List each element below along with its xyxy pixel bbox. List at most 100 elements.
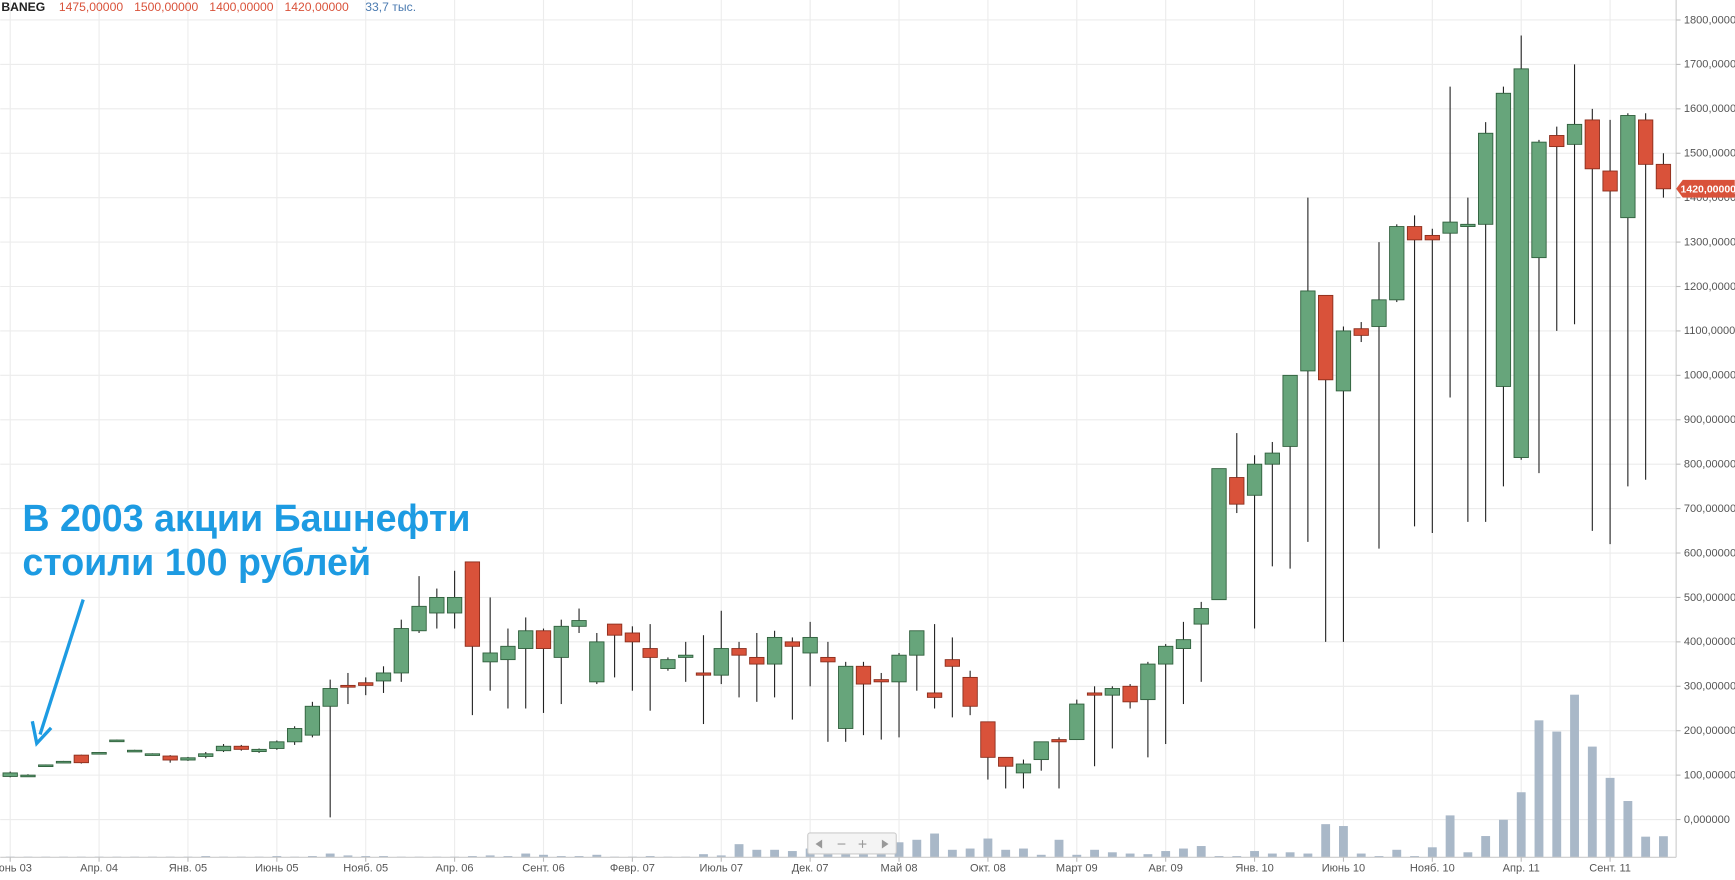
volume-bar — [1001, 849, 1011, 858]
header-low: 1400,00000 — [209, 0, 273, 14]
x-tick-label: Апр. 06 — [436, 863, 474, 875]
volume-bar — [1552, 731, 1562, 858]
volume-bar — [503, 856, 513, 858]
candle-body — [1033, 741, 1049, 761]
candle-body — [38, 764, 54, 768]
y-tick-label: 900,000000 — [1684, 414, 1735, 426]
volume-bar — [521, 853, 531, 858]
candle-body — [1389, 226, 1405, 301]
x-tick-label: Дек. 07 — [792, 863, 829, 875]
candle-body — [1424, 234, 1440, 241]
y-tick-label: 500,000000 — [1684, 592, 1735, 604]
candle-body — [55, 760, 72, 764]
candle-body — [1051, 739, 1067, 743]
nav-left[interactable] — [815, 839, 823, 849]
x-tick-label: Май 08 — [881, 863, 918, 875]
volume-bar — [1570, 694, 1579, 858]
volume-bar — [1267, 853, 1277, 858]
candle-body — [500, 645, 516, 661]
x-tick-label: Февр. 07 — [610, 863, 655, 875]
candle-body — [1406, 226, 1423, 241]
volume-bar — [592, 854, 602, 858]
x-tick-label: Июль 07 — [699, 863, 743, 875]
last-price-label: 1420,00000 — [1681, 184, 1735, 196]
volume-bar — [1054, 839, 1064, 858]
candle-body — [144, 753, 161, 756]
candle-body — [20, 774, 36, 778]
last-price-tag — [1676, 179, 1735, 198]
candle-body — [1086, 692, 1103, 696]
volume-bar — [1427, 847, 1437, 858]
candle-body — [198, 753, 214, 757]
candle-body — [962, 676, 978, 707]
candle-body — [731, 648, 747, 656]
candle-body — [162, 755, 178, 761]
candle-body — [1566, 123, 1583, 145]
volume-bar — [1179, 848, 1188, 858]
candle-body — [713, 648, 729, 676]
candle-body — [535, 630, 552, 649]
header-high: 1500,00000 — [134, 0, 198, 14]
x-tick-label: Сент. 06 — [522, 863, 564, 875]
volume-bar — [930, 833, 940, 858]
volume-bar — [307, 856, 317, 858]
y-tick-label: 600,000000 — [1684, 547, 1735, 559]
y-tick-label: 1800,000000 — [1684, 14, 1735, 26]
volume-bar — [894, 842, 904, 858]
candle-body — [1122, 685, 1138, 703]
candles-layer — [2, 35, 1672, 818]
candle-body — [429, 597, 445, 614]
annotation-line: В 2003 акции Башнефти — [22, 497, 470, 539]
candle-body — [1104, 688, 1120, 696]
navigator — [807, 832, 897, 855]
x-tick-label: Окт. 08 — [970, 863, 1006, 875]
volume-bar — [1463, 852, 1473, 858]
volume-bar — [787, 851, 797, 858]
volume-bar — [1090, 849, 1099, 858]
volume-bar — [1072, 854, 1082, 858]
volume-bar — [1321, 824, 1331, 858]
header-close: 1420,00000 — [285, 0, 349, 14]
x-tick-label: Янв. 10 — [1235, 863, 1273, 875]
candle-body — [660, 659, 676, 669]
candle-body — [1015, 763, 1032, 774]
x-tick-label: Янв. 05 — [169, 863, 207, 875]
volume-bar — [1019, 848, 1028, 858]
candle-body — [269, 741, 285, 749]
candle-body — [1371, 299, 1387, 327]
volume-bar — [343, 855, 353, 858]
volume-bar — [539, 854, 548, 858]
volume-bar — [947, 849, 957, 858]
candle-body — [1158, 645, 1174, 665]
nav-zoom-in[interactable] — [858, 840, 867, 848]
candle-body — [1246, 463, 1263, 496]
header-open: 1475,00000 — [59, 0, 123, 14]
volume-bar — [1356, 853, 1366, 858]
y-tick-label: 1200,000000 — [1684, 281, 1735, 293]
y-tick-label: 1000,000000 — [1684, 370, 1735, 382]
candle-body — [891, 654, 907, 683]
volume-bar — [1445, 815, 1455, 858]
y-tick-label: 200,000000 — [1684, 725, 1735, 737]
volume-bar — [1250, 851, 1259, 858]
y-tick-label: 800,000000 — [1684, 459, 1735, 471]
candle-body — [2, 772, 18, 777]
candle-body — [322, 688, 338, 707]
volume-bar — [1534, 720, 1544, 858]
volume-bar — [574, 856, 584, 858]
x-tick-label: Апр. 11 — [1503, 863, 1540, 875]
candle-body — [304, 705, 321, 736]
candle-body — [642, 648, 658, 658]
x-tick-label: Нояб. 05 — [343, 863, 388, 875]
candle-body — [820, 656, 836, 663]
candle-body — [1655, 163, 1672, 190]
candle-body — [1638, 119, 1654, 165]
nav-right[interactable] — [881, 839, 889, 849]
volume-bar — [201, 856, 211, 858]
volume-bar — [1285, 852, 1295, 858]
candle-body — [73, 754, 89, 764]
candle-body — [411, 605, 427, 632]
candle-body — [1175, 639, 1192, 649]
volume-bar — [1587, 746, 1597, 858]
